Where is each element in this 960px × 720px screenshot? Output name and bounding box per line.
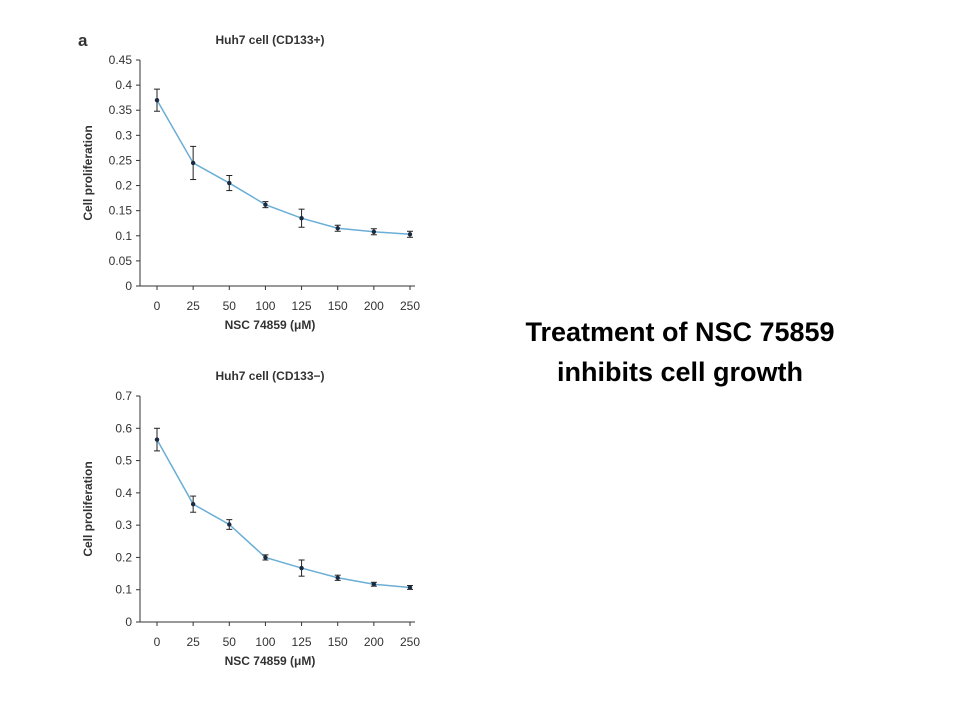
x-tick-label: 100 (255, 299, 275, 313)
x-tick-label: 250 (400, 299, 420, 313)
y-tick-label: 0.3 (115, 518, 132, 532)
y-tick-label: 0.6 (115, 421, 132, 435)
chart-title: Huh7 cell (CD133+) (215, 33, 324, 47)
slide-caption: Treatment of NSC 75859 inhibits cell gro… (500, 312, 860, 392)
y-axis-label: Cell proliferation (81, 125, 95, 220)
data-point (227, 522, 232, 527)
y-tick-label: 0.5 (115, 454, 132, 468)
chart-svg: Huh7 cell (CD133−) 0 0.1 0.2 0.3 0.4 0.5 0.6 0.7… (81, 369, 420, 668)
y-tick-label: 0.25 (109, 153, 133, 167)
x-tick-label: 125 (292, 299, 312, 313)
x-tick-label: 150 (328, 635, 348, 649)
y-tick-label: 0.3 (115, 128, 132, 142)
data-point (407, 585, 413, 590)
data-point (299, 565, 304, 571)
series-line (156, 99, 411, 236)
chart-cd133-positive: Huh7 cell (CD133+) a 0 0.05 0.1 0.15 0.2 0.25 0.… (70, 26, 430, 336)
y-tick-label: 0.2 (115, 179, 132, 193)
y-tick-label: 0 (125, 615, 132, 629)
x-axis-label: NSC 74859 (μM) (225, 318, 316, 332)
caption-line-1: Treatment of NSC 75859 (525, 317, 835, 347)
x-axis-label: NSC 74859 (μM) (225, 654, 316, 668)
y-tick-label: 0.35 (109, 103, 133, 117)
data-point (154, 97, 160, 103)
data-point (227, 180, 232, 186)
chart-svg: Huh7 cell (CD133+) a 0 0.05 0.1 0.15 0.2 0.25 0.… (78, 31, 420, 332)
y-tick-label: 0 (125, 279, 132, 293)
x-tick-label: 200 (364, 635, 384, 649)
x-tick-label: 0 (154, 635, 161, 649)
x-tick-label: 0 (154, 299, 161, 313)
y-tick-label: 0.2 (115, 550, 132, 564)
x-tick-label: 25 (186, 299, 200, 313)
x-tick-label: 200 (364, 299, 384, 313)
y-tick-label: 0.05 (109, 254, 133, 268)
data-point (335, 575, 340, 580)
x-tick-label: 125 (292, 635, 312, 649)
data-point (263, 555, 268, 560)
y-tick-label: 0.4 (115, 78, 132, 92)
y-tick-label: 0.7 (115, 389, 132, 403)
x-tick-label: 50 (223, 635, 237, 649)
data-point (371, 582, 377, 587)
chart-title: Huh7 cell (CD133−) (215, 369, 324, 383)
y-tick-label: 0.1 (115, 229, 132, 243)
y-tick-label: 0.15 (109, 204, 133, 218)
data-point (407, 232, 413, 237)
chart-cd133-negative: Huh7 cell (CD133−) 0 0.1 0.2 0.3 0.4 0.5 0.6 0.7… (70, 362, 430, 672)
series-line (156, 439, 411, 589)
panel-label: a (78, 31, 88, 50)
x-tick-label: 150 (328, 299, 348, 313)
x-tick-label: 100 (255, 635, 275, 649)
data-point (299, 216, 304, 221)
data-point (154, 437, 160, 442)
x-tick-label: 25 (186, 635, 200, 649)
x-tick-label: 50 (223, 299, 237, 313)
y-tick-label: 0.45 (109, 53, 133, 67)
data-point (371, 229, 377, 234)
y-axis-label: Cell proliferation (81, 461, 95, 556)
data-point (335, 226, 340, 231)
x-tick-label: 250 (400, 635, 420, 649)
data-point (190, 501, 196, 507)
data-point (263, 202, 268, 207)
caption-line-2: inhibits cell growth (556, 357, 803, 387)
y-tick-label: 0.1 (115, 583, 132, 597)
data-point (190, 160, 196, 166)
y-tick-label: 0.4 (115, 486, 132, 500)
